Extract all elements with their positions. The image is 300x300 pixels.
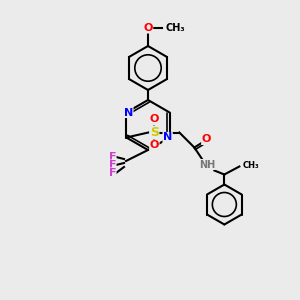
Text: S: S: [150, 126, 159, 139]
Text: F: F: [109, 168, 116, 178]
Text: F: F: [109, 160, 116, 170]
Text: O: O: [202, 134, 211, 145]
Text: O: O: [150, 140, 159, 151]
Text: NH: NH: [199, 160, 215, 170]
Text: O: O: [150, 115, 159, 124]
Text: F: F: [109, 152, 116, 162]
Text: CH₃: CH₃: [242, 161, 259, 170]
Text: N: N: [163, 133, 172, 142]
Text: CH₃: CH₃: [166, 23, 186, 33]
Text: O: O: [143, 23, 153, 33]
Text: N: N: [124, 107, 133, 118]
